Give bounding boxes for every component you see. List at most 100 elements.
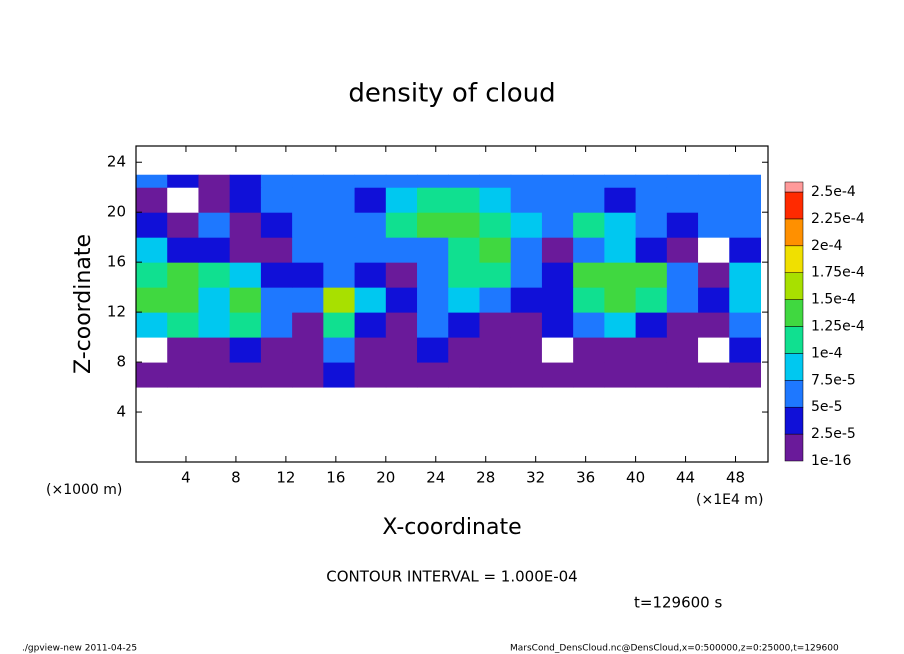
- heat-cell: [666, 187, 699, 213]
- heat-cell: [260, 187, 293, 213]
- heat-cell: [479, 262, 512, 288]
- heat-cell: [448, 262, 480, 288]
- colorbar-box: [784, 406, 804, 435]
- heat-cell: [167, 312, 199, 338]
- heat-cell: [292, 337, 324, 363]
- heat-cell: [541, 212, 574, 238]
- heat-cell: [604, 174, 637, 188]
- heat-cell: [229, 337, 262, 363]
- heat-cell: [479, 237, 512, 263]
- heat-cell: [198, 212, 231, 238]
- heat-cell: [136, 262, 168, 288]
- heat-cell: [448, 212, 480, 238]
- heat-cell: [385, 174, 418, 188]
- heat-cell: [417, 337, 449, 363]
- heat-cell: [292, 212, 324, 238]
- heat-cell: [229, 262, 262, 288]
- x-tick-label: 12: [276, 469, 295, 487]
- heat-cell: [323, 174, 356, 188]
- colorbar-label: 2e-4: [811, 238, 843, 254]
- colorbar-box: [784, 299, 804, 327]
- heat-cell: [229, 312, 262, 338]
- heat-cell: [229, 287, 262, 313]
- heat-cell: [541, 287, 574, 313]
- heat-cell: [136, 187, 168, 213]
- heat-cell: [698, 287, 730, 313]
- y-tick-label: 16: [107, 253, 126, 271]
- x-tick-label: 16: [326, 469, 345, 487]
- x-tick-label: 40: [626, 469, 645, 487]
- x-tick-label: 8: [231, 469, 241, 487]
- heat-cell: [385, 337, 418, 363]
- heat-cell: [417, 174, 449, 188]
- y-tick-label: 4: [116, 403, 126, 421]
- colorbar-label: 1e-4: [811, 345, 843, 361]
- heat-cell: [167, 174, 199, 188]
- heat-cell: [541, 312, 574, 338]
- heat-cell: [354, 187, 387, 213]
- heat-cell: [729, 237, 762, 263]
- heat-cell: [354, 362, 387, 388]
- heat-cell: [385, 212, 418, 238]
- heat-cell: [417, 362, 449, 388]
- heat-cell: [573, 237, 605, 263]
- heat-cell: [292, 312, 324, 338]
- heat-cell: [479, 212, 512, 238]
- heat-cell: [385, 362, 418, 388]
- heat-cell: [698, 337, 730, 363]
- colorbar-label: 1.75e-4: [811, 265, 865, 281]
- heat-cell: [666, 262, 699, 288]
- heat-cell: [510, 287, 543, 313]
- heat-cell: [666, 174, 699, 188]
- heat-cell: [354, 262, 387, 288]
- heat-cell: [448, 187, 480, 213]
- heat-cell: [510, 212, 543, 238]
- heat-cell: [260, 362, 293, 388]
- heat-cell: [229, 212, 262, 238]
- heat-cell: [573, 262, 605, 288]
- heat-cell: [354, 174, 387, 188]
- colorbar-box: [784, 433, 804, 462]
- heat-cell: [729, 187, 762, 213]
- heat-cell: [417, 262, 449, 288]
- heat-cell: [167, 337, 199, 363]
- heat-cell: [354, 337, 387, 363]
- heat-cell: [666, 287, 699, 313]
- heat-cell: [448, 337, 480, 363]
- heat-cell: [448, 237, 480, 263]
- heat-cell: [635, 174, 668, 188]
- heat-cell: [292, 287, 324, 313]
- heat-cell: [635, 237, 668, 263]
- heat-cell: [323, 362, 356, 388]
- heat-cell: [510, 174, 543, 188]
- heat-cell: [323, 237, 356, 263]
- heat-cell: [136, 362, 168, 388]
- y-tick-label: 20: [107, 203, 126, 221]
- heat-cell: [292, 262, 324, 288]
- heat-cell: [385, 262, 418, 288]
- colorbar-box: [784, 181, 804, 193]
- heat-cell: [385, 287, 418, 313]
- plot-frame: [135, 145, 769, 463]
- heat-cell: [167, 212, 199, 238]
- x-tick-label: 20: [376, 469, 395, 487]
- heat-cell: [198, 287, 231, 313]
- heat-cell: [198, 312, 231, 338]
- y-tick-label: 24: [107, 153, 126, 171]
- heat-cell: [292, 174, 324, 188]
- chart-title: density of cloud: [348, 79, 555, 109]
- heat-cell: [698, 362, 730, 388]
- heat-cell: [698, 312, 730, 338]
- heat-cell: [635, 212, 668, 238]
- heat-cell: [385, 187, 418, 213]
- heat-cell: [260, 312, 293, 338]
- heat-cell: [229, 174, 262, 188]
- heat-cell: [385, 312, 418, 338]
- heat-cell: [323, 287, 356, 313]
- heat-cell: [417, 212, 449, 238]
- heat-cell: [136, 212, 168, 238]
- x-tick-label: 32: [526, 469, 545, 487]
- heat-cell: [354, 237, 387, 263]
- x-axis-label: X-coordinate: [382, 515, 521, 540]
- heat-cell: [448, 287, 480, 313]
